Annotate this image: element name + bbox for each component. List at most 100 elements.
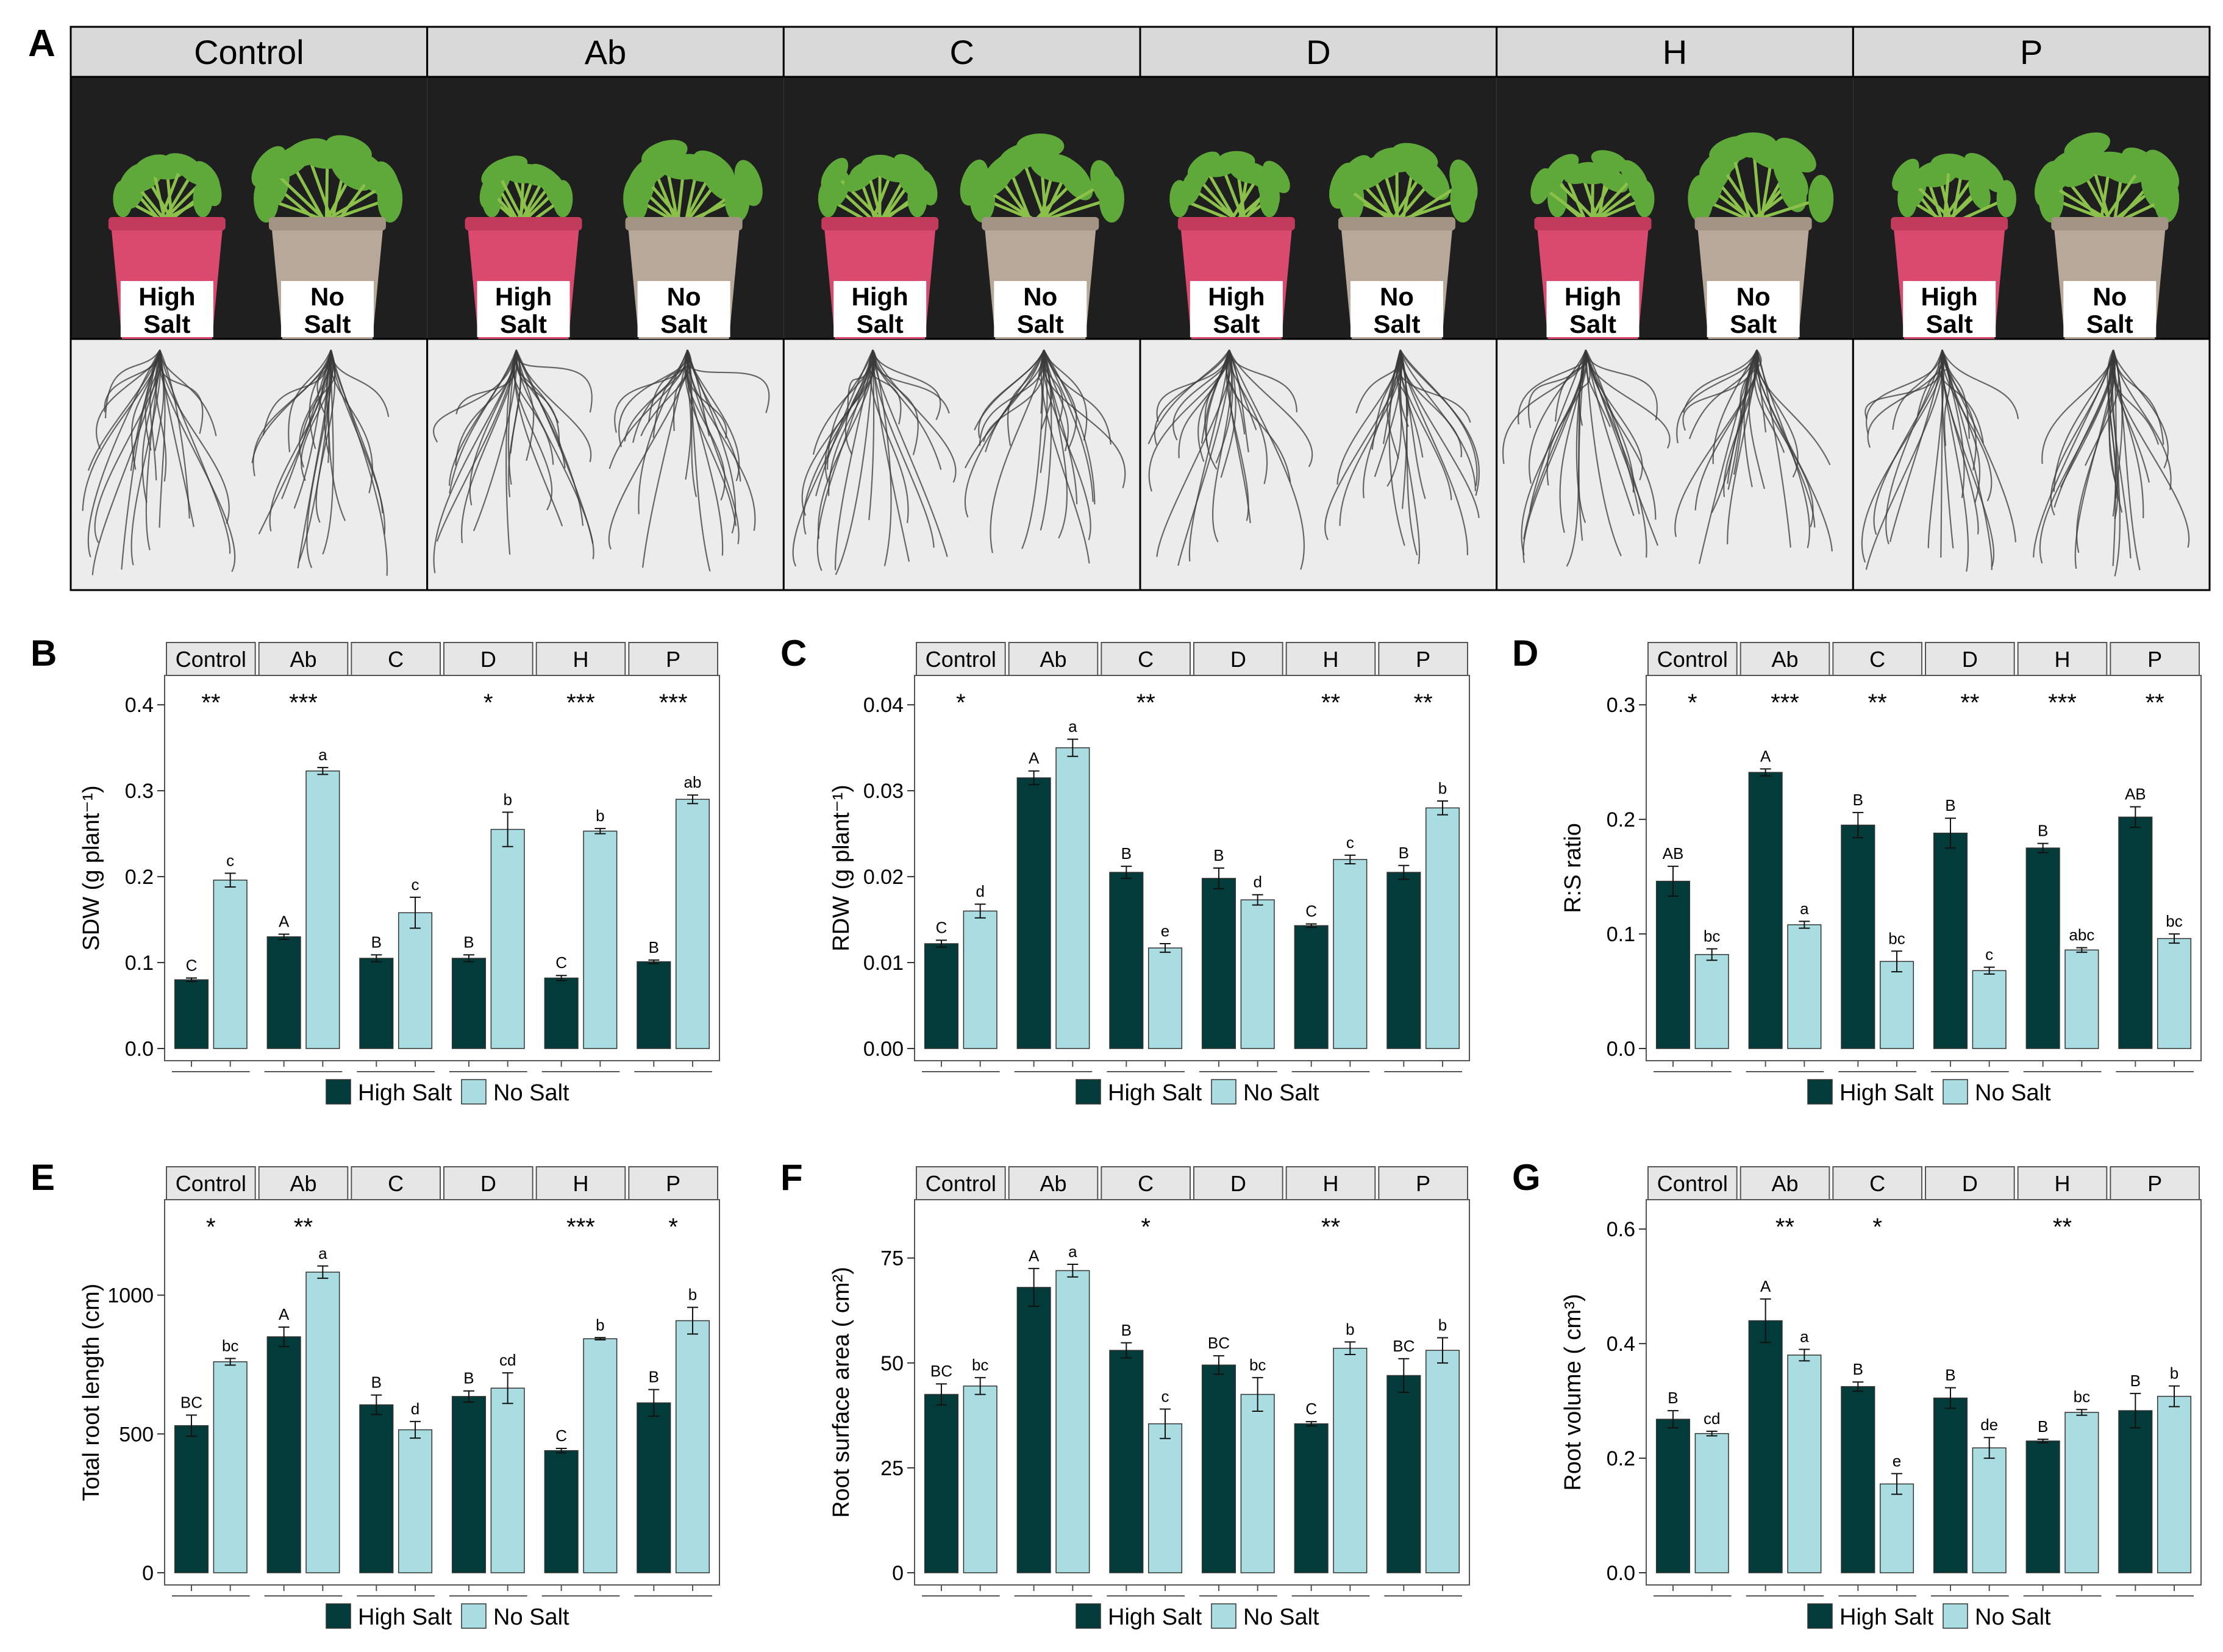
- y-tick-label: 0.3: [1607, 694, 1635, 717]
- bar-no-salt-p: [676, 1321, 710, 1573]
- bar-high-salt-ab: [267, 1337, 301, 1573]
- y-tick-label: 0.04: [863, 694, 904, 717]
- bar-no-salt-p: [1426, 808, 1460, 1049]
- significance-marker: **: [1775, 1214, 1794, 1241]
- y-axis-label: RDW (g plant⁻¹): [829, 785, 854, 951]
- facet-label: D: [1962, 647, 1978, 672]
- legend-label-high-salt: High Salt: [1839, 1604, 1934, 1630]
- panel-a-header-label: C: [949, 33, 974, 71]
- facet-label: Control: [926, 647, 996, 672]
- facet-label: Control: [176, 647, 246, 672]
- y-axis-label: Root volume ( cm³): [1560, 1294, 1586, 1490]
- group-letter: e: [1893, 1451, 1901, 1470]
- group-letter: a: [1800, 1328, 1809, 1346]
- significance-marker: ***: [566, 689, 595, 716]
- bar-no-salt-h: [2065, 950, 2099, 1049]
- pot-label-line1: High: [1565, 282, 1621, 311]
- bar-no-salt-control: [213, 1362, 247, 1573]
- y-tick-label: 50: [880, 1352, 904, 1375]
- legend-label-high-salt: High Salt: [358, 1080, 452, 1106]
- facet-label: H: [573, 647, 589, 672]
- bar-high-salt-h: [544, 1451, 578, 1573]
- y-tick-label: 75: [880, 1247, 904, 1270]
- legend-swatch-high-salt: [326, 1080, 351, 1104]
- facet-label: H: [1323, 647, 1339, 672]
- y-tick-label: 0.0: [1607, 1038, 1635, 1061]
- bar-high-salt-control: [175, 980, 209, 1049]
- group-letter: B: [1945, 796, 1955, 814]
- bar-no-salt-p: [2158, 939, 2191, 1049]
- significance-marker: ***: [289, 689, 318, 716]
- facet-label: Control: [926, 1171, 996, 1196]
- facet-label: D: [1962, 1171, 1978, 1196]
- significance-marker: *: [1688, 689, 1697, 716]
- bar-no-salt-control: [963, 911, 997, 1049]
- legend-label-no-salt: No Salt: [1975, 1604, 2051, 1630]
- group-letter: ab: [684, 773, 702, 791]
- bar-no-salt-c: [399, 1429, 432, 1573]
- bar-high-salt-p: [1387, 872, 1421, 1049]
- bar-no-salt-ab: [1056, 748, 1090, 1049]
- group-letter: c: [412, 875, 419, 894]
- pot-label-line2: Salt: [2086, 310, 2133, 338]
- facet-label: P: [1416, 647, 1430, 672]
- y-tick-label: 0.02: [863, 866, 904, 889]
- significance-marker: ***: [566, 1214, 595, 1241]
- bar-high-salt-p: [2119, 1411, 2152, 1573]
- significance-marker: **: [201, 689, 220, 716]
- pot-label-line1: No: [667, 282, 701, 311]
- significance-marker: *: [206, 1214, 216, 1241]
- significance-marker: **: [1960, 689, 1979, 716]
- pot-label-line2: Salt: [1373, 310, 1420, 338]
- group-letter: b: [2170, 1364, 2178, 1383]
- group-letter: BC: [1208, 1334, 1230, 1352]
- bar-no-salt-d: [491, 830, 524, 1049]
- bar-no-salt-ab: [1788, 925, 1821, 1049]
- group-letter: B: [1399, 844, 1409, 862]
- bar-high-salt-ab: [267, 937, 301, 1049]
- group-letter: a: [318, 1244, 327, 1262]
- group-letter: B: [1121, 844, 1132, 863]
- legend-label-no-salt: No Salt: [493, 1604, 569, 1630]
- legend-swatch-high-salt: [1076, 1604, 1101, 1628]
- y-tick-label: 0.3: [125, 780, 154, 803]
- group-letter: B: [649, 938, 659, 956]
- y-tick-label: 0.01: [863, 952, 904, 975]
- pot-label-line2: Salt: [1017, 310, 1064, 338]
- bar-no-salt-control: [213, 880, 247, 1049]
- plot-frame: [165, 1200, 719, 1585]
- legend-label-no-salt: No Salt: [1243, 1604, 1319, 1630]
- panel-a-root-photo: [71, 339, 427, 590]
- panel-a-header-label: H: [1663, 33, 1687, 71]
- significance-marker: ***: [659, 689, 688, 716]
- panel-letter: C: [780, 633, 807, 674]
- pot-label-line1: No: [2093, 282, 2127, 311]
- pot-label-line2: Salt: [1213, 310, 1260, 338]
- facet-label: Ab: [1771, 647, 1798, 672]
- facet-label: D: [480, 1171, 496, 1196]
- significance-marker: *: [956, 689, 966, 716]
- bar-high-salt-control: [925, 944, 958, 1049]
- group-letter: b: [596, 1316, 604, 1334]
- bar-no-salt-c: [1149, 1424, 1182, 1573]
- facet-label: P: [666, 647, 680, 672]
- group-letter: bc: [2166, 912, 2182, 930]
- y-tick-label: 0.4: [125, 694, 154, 717]
- bar-high-salt-d: [1202, 1365, 1236, 1573]
- bar-high-salt-h: [2026, 848, 2060, 1049]
- group-letter: A: [1760, 1277, 1771, 1295]
- bar-no-salt-h: [583, 1339, 617, 1573]
- bar-no-salt-d: [1972, 1448, 2006, 1573]
- group-letter: B: [371, 933, 382, 951]
- facet-label: Control: [176, 1171, 246, 1196]
- facet-label: P: [2147, 647, 2162, 672]
- facet-label: P: [2147, 1171, 2162, 1196]
- group-letter: b: [596, 806, 604, 825]
- group-letter: c: [1161, 1387, 1169, 1406]
- bar-no-salt-control: [1695, 955, 1729, 1049]
